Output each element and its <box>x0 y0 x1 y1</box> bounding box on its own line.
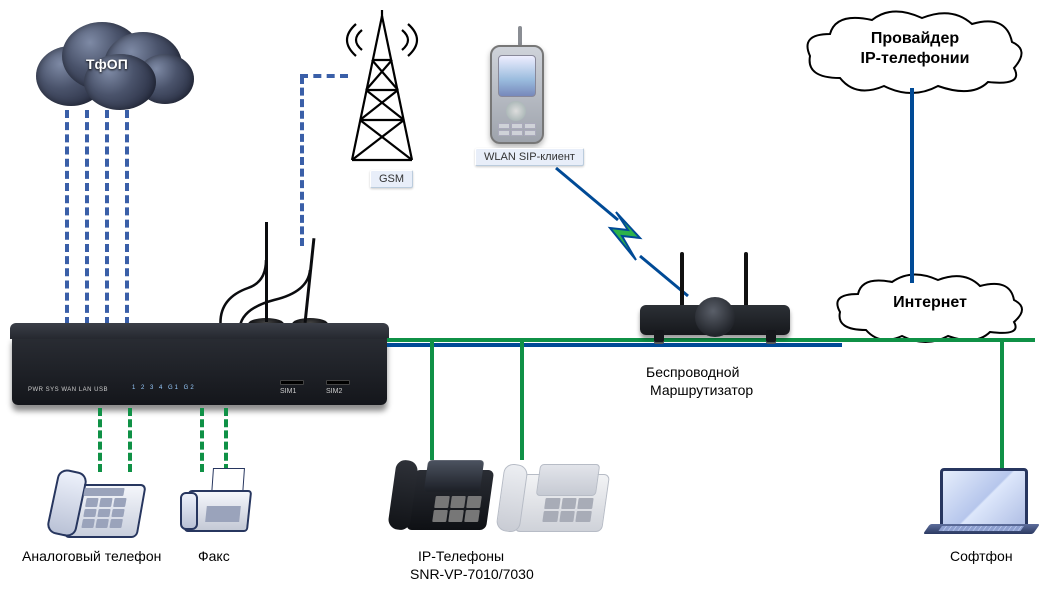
internet-cloud-label: Интернет <box>830 294 1030 312</box>
gateway-sim1: SIM1 <box>280 388 296 395</box>
pstn-cloud-label: ТфОП <box>86 56 128 72</box>
gateway-sim2: SIM2 <box>326 388 342 395</box>
diagram-canvas: ТфОП Провайдер IP-телефонии Интернет <box>0 0 1044 591</box>
ip-phone-1-icon <box>386 456 496 542</box>
mobile-antenna-icon <box>518 26 522 46</box>
fax-label: Факс <box>198 548 230 564</box>
edge-gsm-gateway-h <box>300 74 348 78</box>
ip-phones-label-1: IP-Телефоны <box>418 548 504 564</box>
wlan-sip-phone-icon <box>490 45 544 144</box>
provider-cloud-label-2: IP-телефонии <box>800 50 1030 68</box>
ip-phones-label-2: SNR-VP-7010/7030 <box>410 566 534 582</box>
softphone-label: Софтфон <box>950 548 1013 564</box>
provider-cloud-icon: Провайдер IP-телефонии <box>800 8 1030 98</box>
router-icon <box>640 280 795 350</box>
gateway-port-labels: PWR SYS WAN LAN USB <box>28 387 108 393</box>
edge-fax-2 <box>224 408 228 472</box>
edge-pstn-3 <box>105 110 109 325</box>
provider-cloud-label-1: Провайдер <box>800 30 1030 48</box>
edge-provider-internet <box>910 88 914 283</box>
edge-ipphone-2 <box>520 338 524 460</box>
internet-cloud-icon: Интернет <box>830 270 1030 346</box>
analog-phone-icon <box>48 462 148 547</box>
ip-phone-2-icon <box>494 460 614 542</box>
analog-phone-label: Аналоговый телефон <box>22 548 161 564</box>
edge-pstn-1 <box>65 110 69 325</box>
router-label-1: Беспроводной <box>646 364 739 380</box>
router-label-2: Маршрутизатор <box>650 382 753 398</box>
laptop-icon <box>930 468 1044 548</box>
edge-pstn-4 <box>125 110 129 325</box>
edge-fax-1 <box>200 408 204 472</box>
edge-gsm-gateway-v <box>300 76 304 246</box>
fax-icon <box>184 466 254 541</box>
pstn-cloud-icon: ТфОП <box>32 8 212 118</box>
edge-softphone <box>1000 338 1004 468</box>
gateway-device-icon: PWR SYS WAN LAN USB 1 2 3 4 G1 G2 SIM1 S… <box>12 335 387 405</box>
gsm-tower-icon <box>322 10 442 170</box>
edge-pstn-2 <box>85 110 89 325</box>
gsm-label: GSM <box>370 170 413 188</box>
edge-ipphone-1 <box>430 338 434 460</box>
gateway-led-labels: 1 2 3 4 G1 G2 <box>132 385 196 391</box>
